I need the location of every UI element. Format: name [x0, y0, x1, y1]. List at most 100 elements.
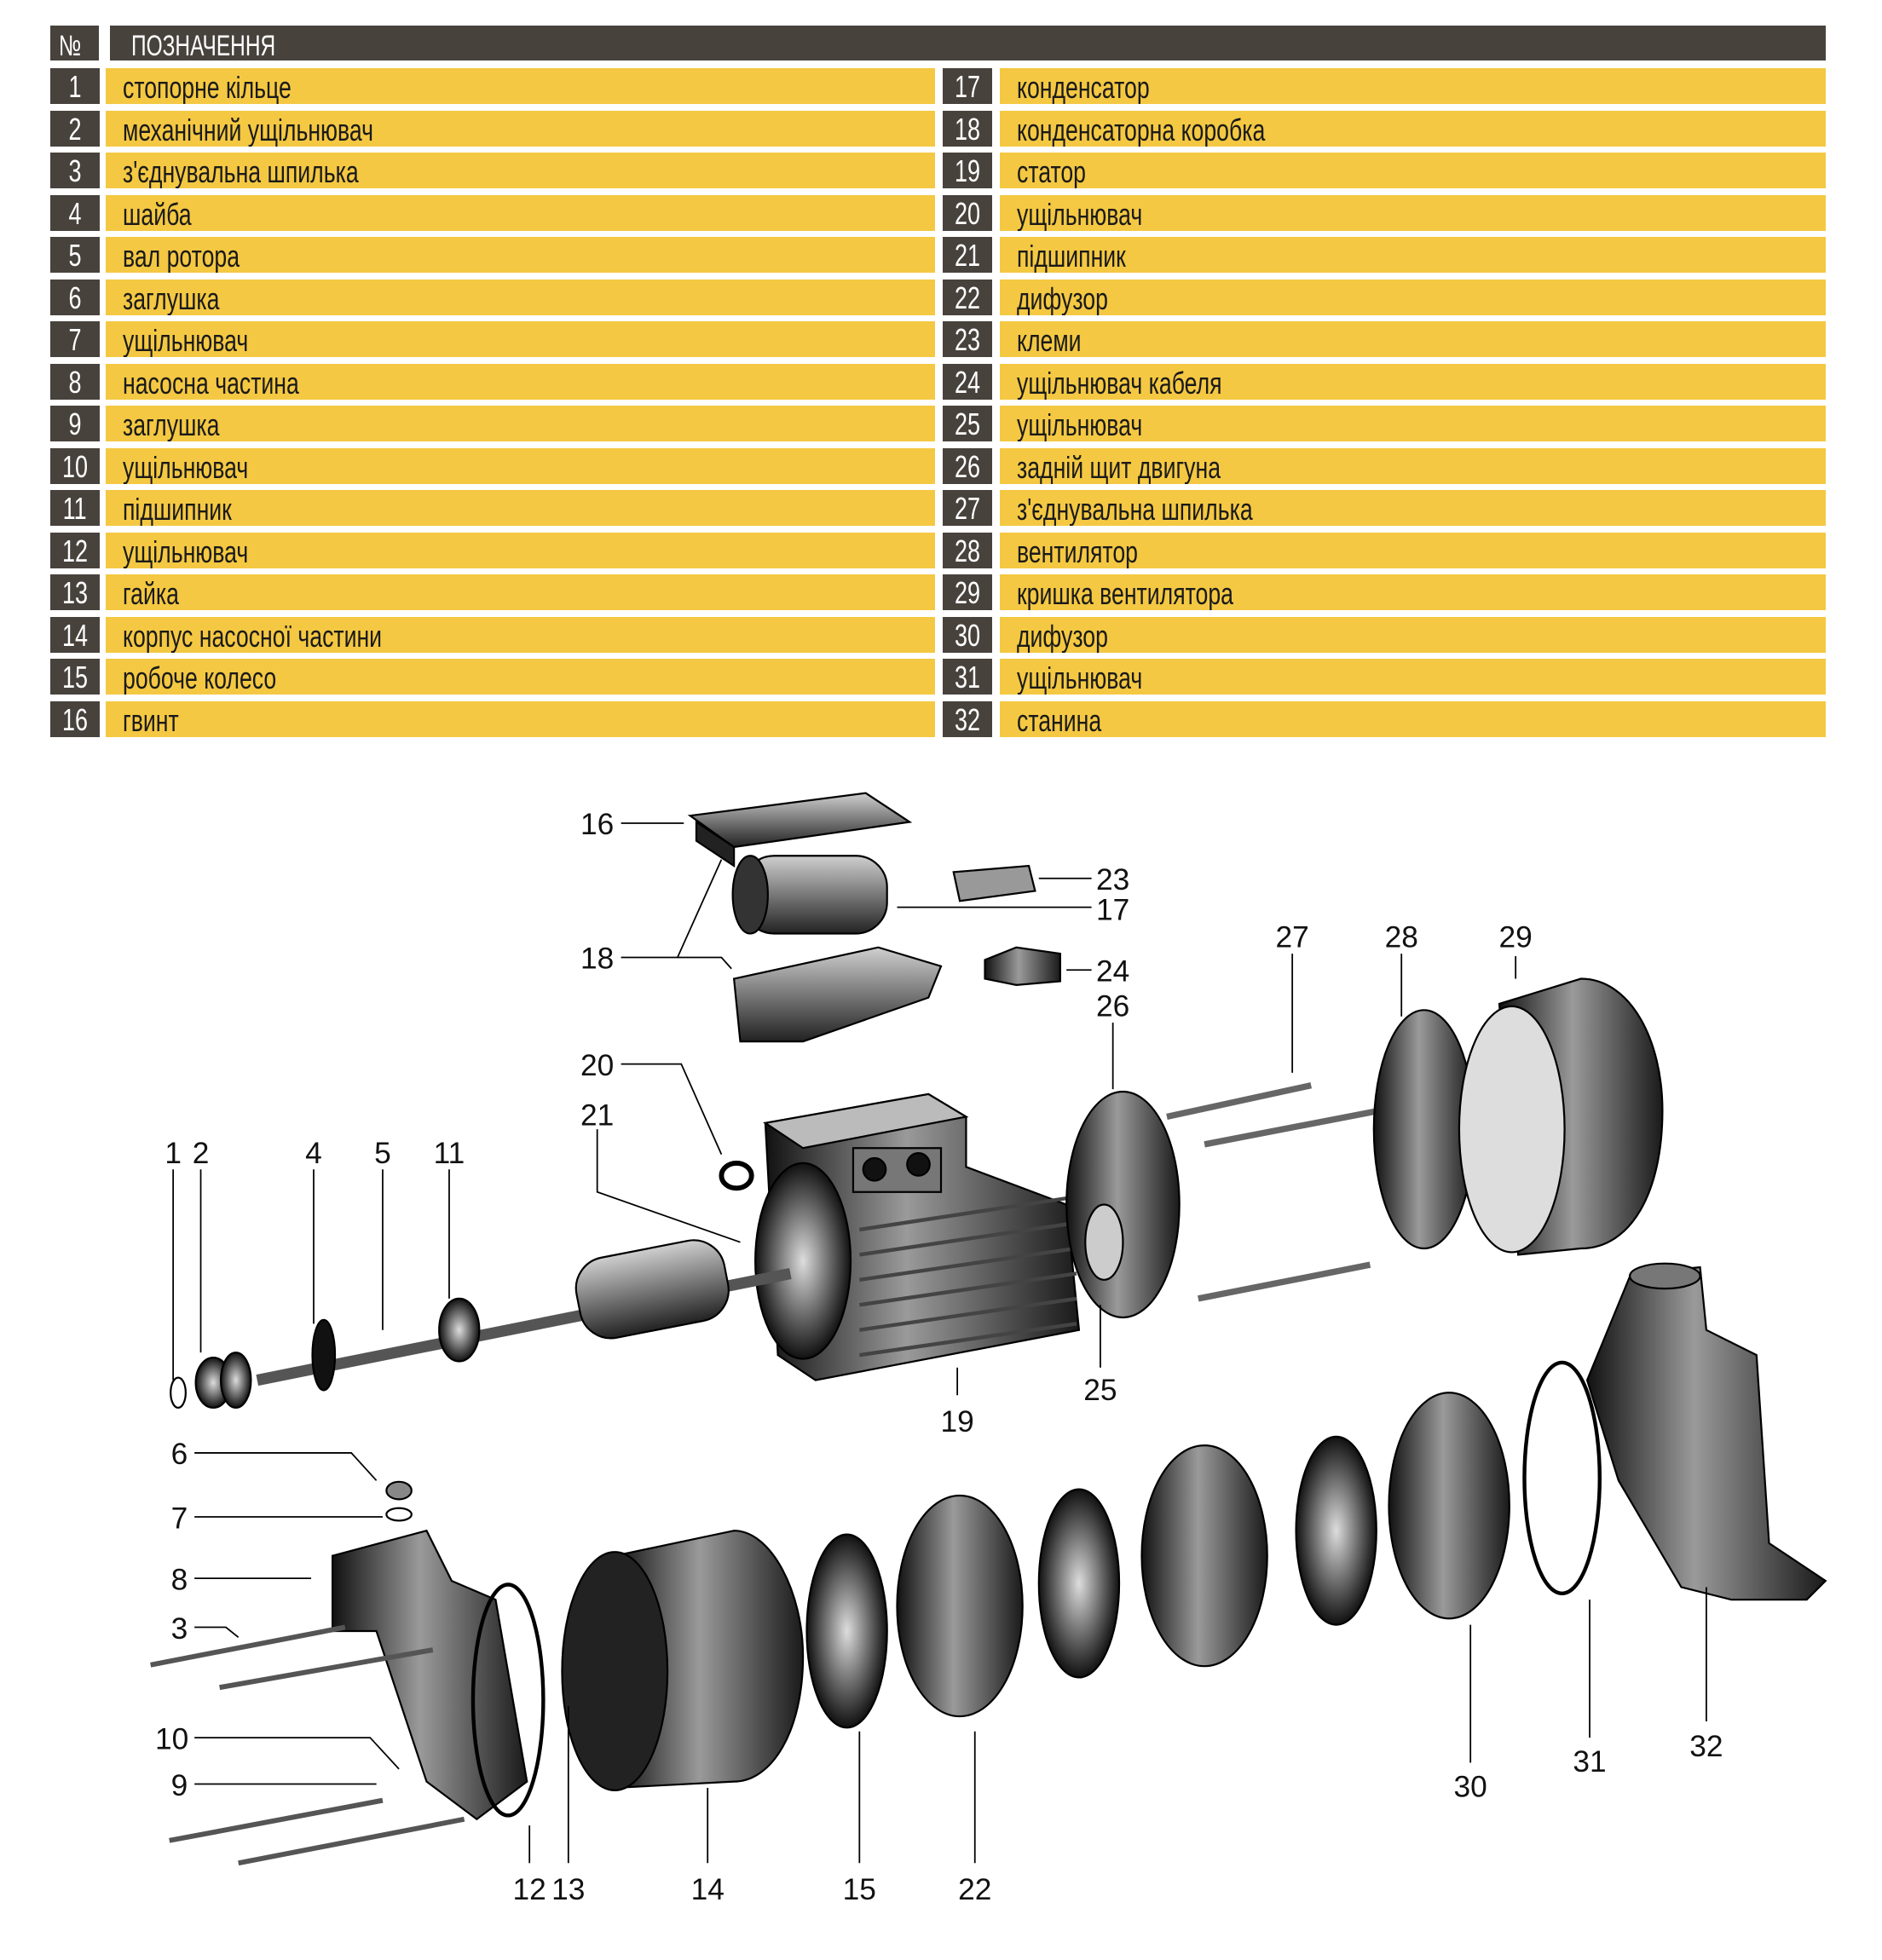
part-label-text: корпус насосної частини [123, 618, 383, 653]
part-label: ущільнювач кабеля [1000, 363, 1826, 400]
part-label: ущільнювач [1000, 194, 1826, 231]
part-number-text: 26 [954, 448, 981, 484]
part-number: 28 [943, 532, 992, 568]
part-number: 24 [943, 363, 992, 400]
callout-22: 22 [958, 1873, 991, 1906]
callout-7: 7 [171, 1502, 188, 1535]
part-number: 12 [50, 532, 100, 568]
part-label: станина [1000, 700, 1826, 737]
part-label-text: ущільнювач [1017, 407, 1143, 441]
diffuser-shape [1140, 1444, 1268, 1668]
part-number-text: 10 [61, 448, 89, 484]
part-label-text: ущільнювач [123, 533, 249, 568]
part-number-text: 28 [954, 533, 981, 568]
diffuser-shape [896, 1494, 1024, 1718]
part-number: 17 [943, 68, 992, 104]
part-label: корпус насосної частини [106, 616, 935, 653]
part-number: 18 [943, 110, 992, 147]
callout-10: 10 [155, 1722, 188, 1755]
part-number: 11 [50, 490, 100, 526]
callout-15: 15 [843, 1873, 876, 1906]
part-number-text: 15 [61, 660, 89, 695]
part-label-text: дифузор [1017, 280, 1108, 315]
part-number-text: 32 [954, 701, 981, 737]
part-number-text: 19 [954, 153, 981, 188]
part-number: 25 [943, 406, 992, 441]
part-number: 23 [943, 321, 992, 357]
part-label: дифузор [1000, 279, 1826, 315]
callout-16: 16 [580, 808, 614, 841]
part-number-text: 17 [954, 69, 981, 104]
part-label-text: підшипник [123, 492, 232, 526]
part-label: насосна частина [106, 363, 935, 400]
part-number-text: 22 [954, 280, 981, 315]
part-label: вал ротора [106, 237, 935, 273]
callout-31: 31 [1573, 1745, 1606, 1778]
part-number: 4 [50, 194, 100, 231]
part-number: 7 [50, 321, 100, 357]
part-number: 31 [943, 659, 992, 695]
part-label-text: клеми [1017, 323, 1082, 357]
part-number: 26 [943, 447, 992, 484]
part-number-text: 30 [954, 617, 981, 653]
callout-21: 21 [580, 1099, 614, 1133]
part-label-text: з'єднувальна шпилька [1017, 492, 1253, 526]
part-label: задній щит двигуна [1000, 447, 1826, 484]
callout-27: 27 [1276, 921, 1309, 954]
part-number: 13 [50, 574, 100, 610]
part-number: 10 [50, 447, 100, 484]
capacitor-box-shape [732, 946, 943, 1043]
part-label: підшипник [1000, 237, 1826, 273]
callout-18: 18 [580, 943, 614, 976]
part-number: 14 [50, 616, 100, 653]
part-label-text: конденсатор [1017, 70, 1150, 104]
callout-12: 12 [513, 1873, 546, 1906]
part-label: ущільнювач [106, 532, 935, 568]
part-number-text: 7 [68, 322, 82, 357]
callout-13: 13 [551, 1873, 585, 1906]
o-ring-shape [1522, 1360, 1602, 1596]
part-number-text: 18 [954, 111, 981, 147]
part-label-text: кришка вентилятора [1017, 576, 1233, 610]
part-label-text: вал ротора [123, 239, 240, 273]
rotor-shape [574, 1239, 730, 1340]
callout-4: 4 [305, 1137, 322, 1170]
part-label-text: робоче колесо [123, 660, 277, 695]
part-label: ущільнювач [1000, 406, 1826, 441]
part-number-text: 9 [68, 406, 82, 441]
part-label: конденсаторна коробка [1000, 110, 1826, 147]
part-number-text: 13 [61, 575, 89, 610]
part-label-text: ущільнювач [123, 323, 249, 357]
part-label-text: гайка [123, 576, 179, 610]
part-number: 5 [50, 237, 100, 273]
callout-6: 6 [171, 1438, 188, 1471]
part-label-text: стопорне кільце [123, 70, 292, 104]
callout-28: 28 [1385, 921, 1418, 954]
callout-30: 30 [1454, 1770, 1487, 1803]
part-number: 20 [943, 194, 992, 231]
part-number: 2 [50, 110, 100, 147]
callout-32: 32 [1689, 1730, 1723, 1763]
header-number: № [50, 26, 99, 62]
callout-11: 11 [434, 1137, 465, 1170]
callout-2: 2 [193, 1137, 210, 1170]
part-number-text: 16 [61, 701, 89, 737]
part-label: ущільнювач [106, 447, 935, 484]
part-number: 3 [50, 153, 100, 188]
impeller-shape [1037, 1488, 1121, 1679]
part-label-text: статор [1017, 154, 1086, 188]
part-number: 30 [943, 616, 992, 653]
callout-24: 24 [1096, 954, 1129, 988]
part-number: 1 [50, 68, 100, 104]
part-label: стопорне кільце [106, 68, 935, 104]
part-label-text: ущільнювач [1017, 196, 1143, 231]
part-label-text: гвинт [123, 702, 179, 737]
part-label: статор [1000, 153, 1826, 188]
part-label: клеми [1000, 321, 1826, 357]
part-label-text: ущільнювач [1017, 660, 1143, 695]
part-label: гайка [106, 574, 935, 610]
part-label-text: ущільнювач [123, 449, 249, 484]
part-label-text: підшипник [1017, 239, 1126, 273]
impeller-shape [805, 1533, 888, 1729]
